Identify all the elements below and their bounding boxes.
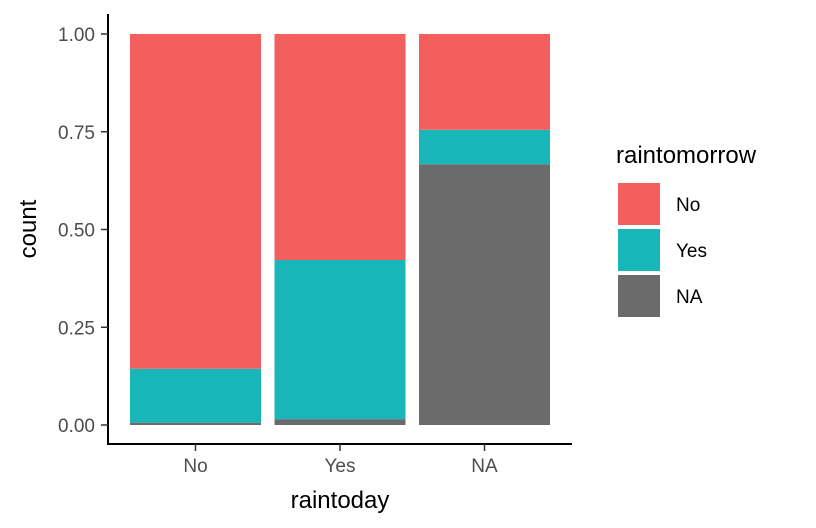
- y-tick-label: 0.75: [58, 123, 95, 144]
- y-tick-label: 1.00: [58, 25, 95, 46]
- bars-group: [130, 34, 550, 425]
- x-ticks-group: No Yes NA: [183, 444, 498, 477]
- legend: raintomorrow No Yes NA: [616, 142, 757, 317]
- bar-yes-yes: [274, 259, 406, 420]
- y-tick-label: 0.00: [58, 416, 95, 437]
- y-tick-label: 0.50: [58, 221, 95, 242]
- legend-key-no: [618, 183, 660, 225]
- y-axis-title: count: [15, 199, 42, 258]
- y-tick-label: 0.25: [58, 318, 95, 339]
- legend-key-yes: [618, 229, 660, 271]
- legend-title: raintomorrow: [616, 142, 757, 169]
- legend-label-yes: Yes: [676, 241, 707, 262]
- bar-no-yes: [130, 368, 261, 423]
- bar-yes-no: [274, 34, 406, 260]
- bar-na-no: [419, 34, 550, 130]
- bar-na-na: [419, 164, 550, 425]
- x-tick-label: Yes: [325, 456, 356, 477]
- legend-label-na: NA: [676, 287, 703, 308]
- bar-yes-na: [274, 419, 406, 425]
- x-axis-title: raintoday: [291, 487, 390, 514]
- legend-label-no: No: [676, 195, 700, 216]
- x-tick-label: NA: [471, 456, 498, 477]
- legend-key-na: [618, 275, 660, 317]
- bar-no-na: [130, 422, 261, 425]
- x-tick-label: No: [183, 456, 207, 477]
- bar-na-yes: [419, 129, 550, 165]
- bar-no-no: [130, 34, 261, 369]
- y-ticks-group: 0.00 0.25 0.50 0.75 1.00: [58, 25, 108, 437]
